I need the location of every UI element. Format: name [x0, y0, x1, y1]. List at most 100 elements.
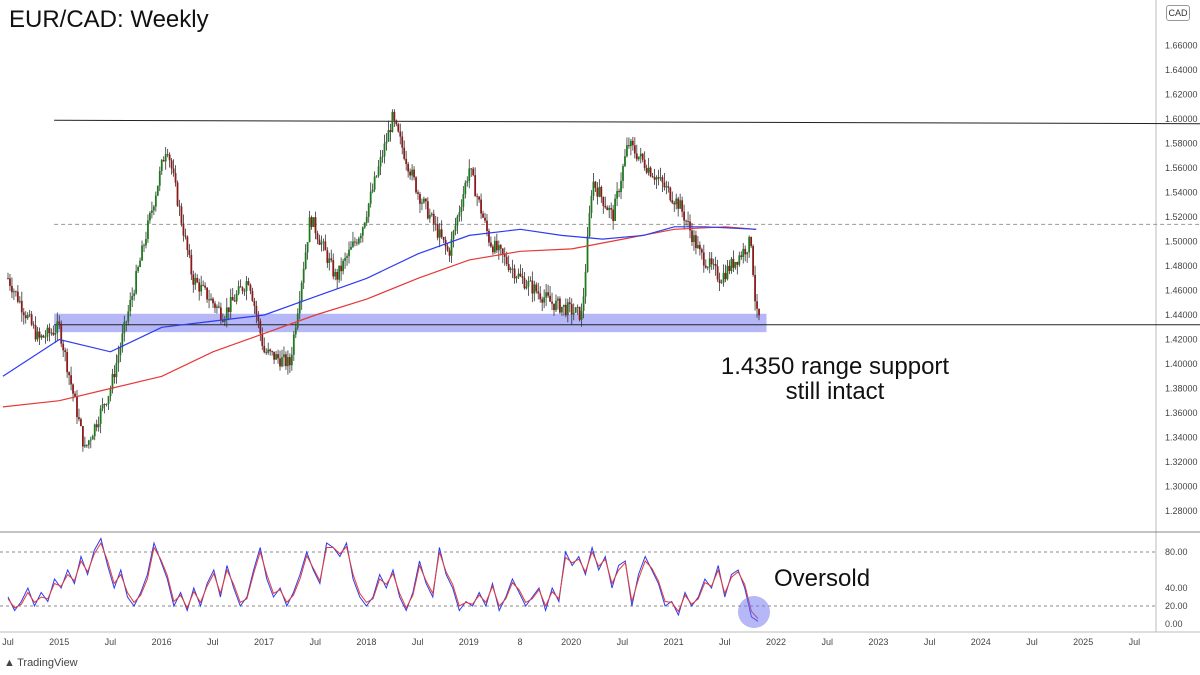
candle-body — [515, 277, 518, 279]
time-tick-label: 2020 — [561, 637, 581, 647]
time-tick-label: 2023 — [868, 637, 888, 647]
candle-body — [480, 199, 482, 214]
candle-body — [389, 130, 392, 133]
candle-body — [192, 274, 195, 285]
candle-body — [164, 154, 167, 162]
candle-body — [744, 248, 747, 255]
oscillator-tick-label: 0.00 — [1165, 619, 1183, 629]
candle-body — [212, 298, 214, 304]
candle-body — [444, 239, 447, 247]
candle-body — [714, 263, 717, 267]
candle-body — [245, 281, 248, 291]
candle-body — [265, 352, 268, 354]
candle-body — [54, 332, 57, 335]
support-annotation-line-1: 1.4350 range support — [720, 353, 950, 380]
candle-body — [620, 180, 622, 193]
candle-body — [231, 296, 234, 301]
candle-body — [56, 321, 59, 333]
time-tick-label: Jul — [207, 637, 219, 647]
candle-body — [728, 265, 731, 271]
time-tick-label: 2019 — [459, 637, 479, 647]
candle-body — [357, 238, 360, 244]
candle-body — [614, 198, 617, 221]
support-annotation: 1.4350 range support still intact — [700, 354, 970, 404]
candle-body — [685, 220, 687, 222]
candle-body — [64, 350, 67, 353]
price-tick-label: 1.66000 — [1165, 41, 1198, 51]
candle-body — [149, 212, 151, 221]
candle-body — [346, 256, 348, 258]
candle-body — [580, 310, 583, 320]
time-tick-label: Jul — [2, 637, 14, 647]
candle-body — [718, 279, 721, 284]
candle-body — [643, 159, 646, 168]
candle-body — [470, 168, 473, 170]
candle-body — [616, 191, 618, 199]
candle-body — [594, 181, 597, 188]
candle-body — [586, 236, 589, 272]
candle-body — [436, 223, 439, 238]
candle-body — [499, 245, 502, 249]
candle-body — [417, 192, 419, 194]
candle-body — [724, 272, 727, 280]
candle-body — [555, 300, 557, 311]
candle-body — [287, 357, 289, 367]
candle-body — [691, 230, 693, 243]
candle-body — [442, 237, 445, 240]
time-tick-label: 2022 — [766, 637, 786, 647]
candle-body — [40, 335, 43, 338]
candle-body — [661, 177, 664, 183]
candle-body — [101, 404, 104, 409]
candle-body — [681, 200, 684, 212]
price-tick-label: 1.38000 — [1165, 384, 1198, 394]
candle-body — [253, 300, 256, 306]
candle-body — [604, 205, 607, 208]
candle-body — [93, 424, 96, 437]
candle-body — [123, 321, 126, 334]
candle-body — [533, 284, 536, 294]
candle-body — [576, 306, 579, 308]
candle-body — [462, 194, 465, 207]
candle-body — [675, 198, 678, 205]
candle-body — [547, 292, 549, 296]
candle-body — [413, 169, 415, 178]
candle-body — [399, 131, 402, 137]
oscillator-tick-label: 40.00 — [1165, 583, 1188, 593]
candle-body — [702, 252, 705, 266]
candle-body — [492, 246, 494, 253]
price-tick-label: 1.46000 — [1165, 286, 1198, 296]
candle-body — [519, 273, 522, 277]
candle-body — [11, 285, 13, 293]
oscillator-tick-label: 20.00 — [1165, 601, 1188, 611]
candle-body — [383, 143, 386, 157]
candle-body — [74, 393, 76, 397]
candle-body — [424, 198, 427, 202]
candle-body — [570, 304, 573, 315]
candle-body — [285, 354, 287, 367]
candle-body — [421, 202, 423, 204]
price-tick-label: 1.52000 — [1165, 212, 1198, 222]
candle-body — [628, 145, 630, 147]
candle-body — [588, 212, 591, 237]
time-tick-label: 2021 — [664, 637, 684, 647]
candle-body — [754, 274, 756, 302]
candle-body — [275, 354, 277, 360]
candle-body — [698, 244, 701, 250]
candle-body — [95, 424, 98, 428]
currency-badge[interactable]: CAD — [1166, 5, 1190, 21]
candle-body — [683, 211, 686, 221]
candle-body — [637, 156, 640, 160]
candle-body — [423, 198, 425, 203]
moving-average-blue — [2, 226, 757, 377]
candle-body — [137, 267, 139, 272]
candle-body — [369, 191, 372, 204]
candle-body — [726, 265, 729, 280]
candle-body — [736, 261, 739, 265]
candle-body — [708, 258, 711, 268]
candle-body — [578, 306, 581, 320]
candle-body — [200, 284, 203, 292]
oscillator-tick-label: 80.00 — [1165, 547, 1188, 557]
candle-body — [618, 191, 620, 193]
oscillator-lines — [7, 537, 770, 628]
price-tick-label: 1.56000 — [1165, 163, 1198, 173]
